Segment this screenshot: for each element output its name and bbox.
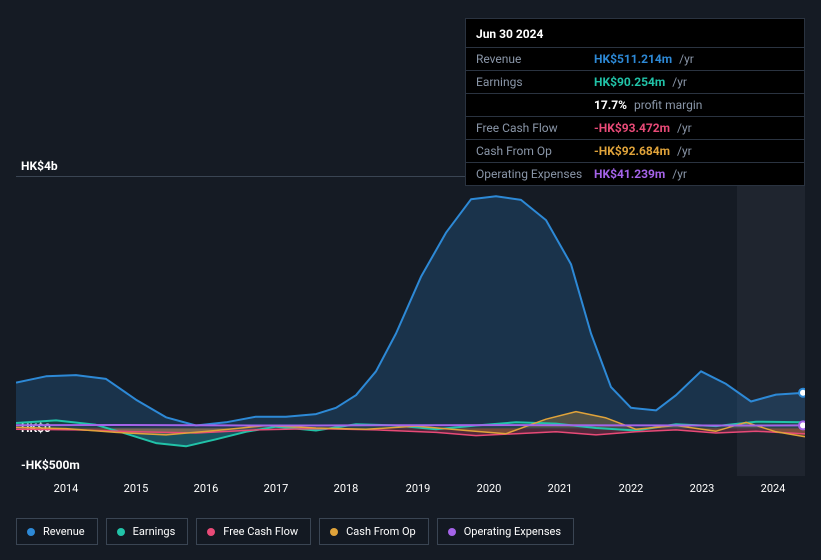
legend-label: Earnings [133, 525, 176, 538]
tooltip-unit: /yr [676, 52, 694, 66]
series-svg [16, 176, 805, 476]
legend-label: Revenue [43, 525, 85, 538]
tooltip-value: 17.7% [594, 98, 627, 112]
tooltip-value-wrap: -HK$92.684m /yr [594, 144, 692, 158]
tooltip-suffix: profit margin [631, 98, 702, 112]
legend-label: Cash From Op [346, 525, 416, 538]
x-axis-tick: 2019 [406, 482, 431, 495]
tooltip-label: Earnings [476, 75, 594, 89]
x-axis-tick: 2017 [264, 482, 289, 495]
tooltip-row: Cash From Op-HK$92.684m /yr [466, 139, 804, 162]
tooltip-unit: /yr [674, 144, 692, 158]
legend-item-fcf[interactable]: Free Cash Flow [196, 518, 311, 545]
legend: Revenue Earnings Free Cash Flow Cash From O… [16, 518, 574, 545]
tooltip-value: -HK$93.472m [594, 121, 670, 135]
legend-dot-icon [27, 528, 35, 536]
tooltip-title: Jun 30 2024 [466, 19, 804, 47]
tooltip-value: -HK$92.684m [594, 144, 670, 158]
plot-area[interactable] [16, 176, 805, 476]
legend-item-cfo[interactable]: Cash From Op [319, 518, 429, 545]
tooltip-value: HK$90.254m [594, 75, 665, 89]
tooltip-value-wrap: HK$511.214m /yr [594, 52, 694, 66]
tooltip-label [476, 98, 594, 112]
x-axis-tick: 2016 [194, 482, 219, 495]
x-axis-tick: 2023 [690, 482, 715, 495]
tooltip-value-wrap: -HK$93.472m /yr [594, 121, 692, 135]
tooltip-value-wrap: HK$41.239m /yr [594, 167, 687, 181]
x-axis-tick: 2015 [124, 482, 149, 495]
legend-item-earnings[interactable]: Earnings [106, 518, 189, 545]
tooltip-row: 17.7% profit margin [466, 93, 804, 116]
x-axis-tick: 2014 [54, 482, 79, 495]
tooltip-value: HK$511.214m [594, 52, 672, 66]
tooltip-value-wrap: HK$90.254m /yr [594, 75, 687, 89]
tooltip-label: Free Cash Flow [476, 121, 594, 135]
legend-dot-icon [117, 528, 125, 536]
tooltip-value-wrap: 17.7% profit margin [594, 98, 702, 112]
x-axis-tick: 2024 [761, 482, 786, 495]
legend-dot-icon [448, 528, 456, 536]
legend-label: Operating Expenses [464, 525, 561, 538]
legend-item-revenue[interactable]: Revenue [16, 518, 98, 545]
tooltip-value: HK$41.239m [594, 167, 665, 181]
legend-item-opex[interactable]: Operating Expenses [437, 518, 574, 545]
tooltip-label: Revenue [476, 52, 594, 66]
tooltip: Jun 30 2024 RevenueHK$511.214m /yrEarnin… [465, 18, 805, 186]
tooltip-unit: /yr [674, 121, 692, 135]
legend-dot-icon [330, 528, 338, 536]
legend-dot-icon [207, 528, 215, 536]
x-axis: 2014 2015 2016 2017 2018 2019 2020 2021 2022 2023… [16, 482, 805, 502]
x-axis-tick: 2018 [334, 482, 359, 495]
x-axis-tick: 2021 [548, 482, 573, 495]
tooltip-label: Cash From Op [476, 144, 594, 158]
legend-label: Free Cash Flow [223, 525, 298, 538]
x-axis-tick: 2022 [619, 482, 644, 495]
tooltip-row: EarningsHK$90.254m /yr [466, 70, 804, 93]
tooltip-unit: /yr [669, 167, 687, 181]
tooltip-label: Operating Expenses [476, 167, 594, 181]
x-axis-tick: 2020 [477, 482, 502, 495]
tooltip-row: Free Cash Flow-HK$93.472m /yr [466, 116, 804, 139]
tooltip-row: Operating ExpensesHK$41.239m /yr [466, 162, 804, 185]
y-axis-label: HK$4b [21, 159, 58, 173]
tooltip-unit: /yr [669, 75, 687, 89]
tooltip-row: RevenueHK$511.214m /yr [466, 47, 804, 70]
